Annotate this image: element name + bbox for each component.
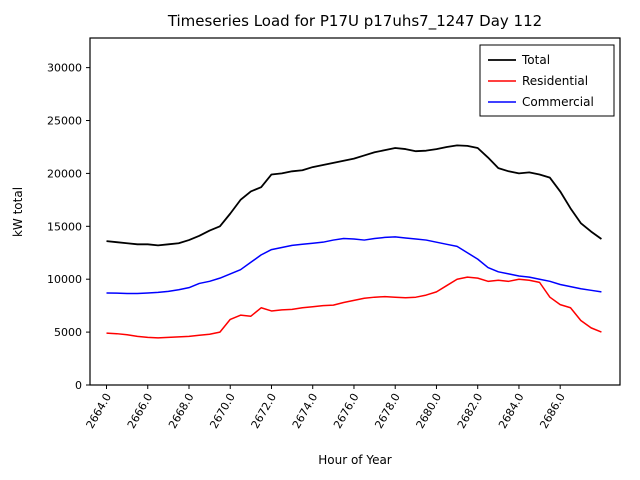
x-axis-label: Hour of Year [318, 453, 392, 467]
series-line-residential [106, 276, 602, 339]
legend-layer: Total Residential Commercial [479, 44, 615, 117]
axes-frame [89, 37, 621, 386]
y-axis-label: kW total [11, 187, 25, 237]
y-tick-label: 10000 [47, 273, 82, 286]
legend-label-total: Total [521, 53, 550, 67]
y-tick-label: 30000 [47, 62, 82, 75]
legend-label-residential: Residential [522, 74, 588, 88]
y-tick-label: 0 [75, 379, 82, 392]
legend-label-commercial: Commercial [522, 95, 594, 109]
y-tick-label: 25000 [47, 115, 82, 128]
series-layer [106, 144, 602, 339]
y-tick-label: 5000 [54, 326, 82, 339]
chart-title: Timeseries Load for P17U p17uhs7_1247 Da… [167, 12, 542, 31]
series-line-total [106, 144, 602, 247]
y-tick-label: 20000 [47, 167, 82, 180]
series-line-commercial [106, 236, 602, 295]
y-tick-label: 15000 [47, 220, 82, 233]
